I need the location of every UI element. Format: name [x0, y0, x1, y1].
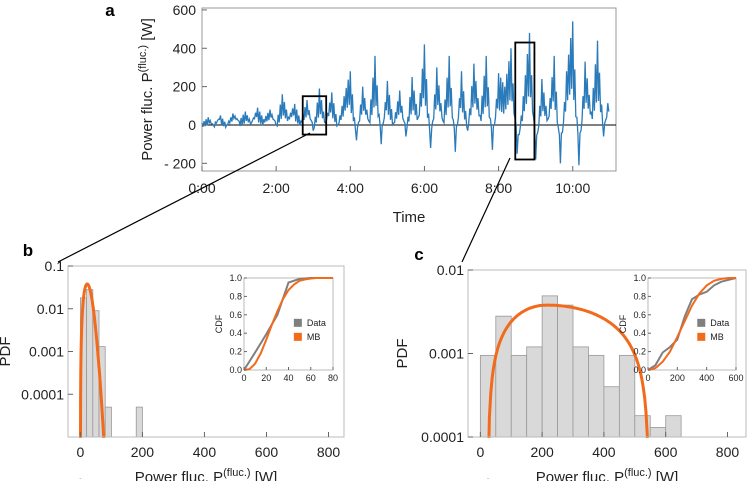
zoom-connector-b	[57, 132, 311, 263]
panel-c-bar-6	[572, 346, 589, 438]
panel-b-inset-ylabel: CDF	[214, 314, 224, 333]
panel-a-xtick-label-2: 4:00	[337, 180, 364, 196]
panel-c-inset-ytick-label-3: 0.6	[633, 310, 646, 320]
panel-c-xtick-label-0: 0	[476, 444, 484, 460]
panel-c-xtick-label-4: 800	[716, 444, 740, 460]
panel-b-bottom-mask	[67, 438, 345, 478]
panel-b-xtick-label-1: 200	[131, 444, 155, 460]
panel-c-bar-5	[557, 304, 574, 438]
zoom-box-1	[301, 95, 328, 136]
panel-c-inset-ytick-label-1: 0.2	[633, 347, 646, 357]
panel-c-inset-ytick-label-4: 0.8	[633, 291, 646, 301]
panel-c-inset-xtick-label-3: 600	[728, 373, 743, 383]
panel-b-inset-legend-swatch-1	[293, 332, 302, 341]
panel-c-ylabel: PDF	[394, 339, 411, 369]
panel-c-ytick-label-1: 0.001	[429, 346, 464, 362]
panel-c-inset-legend-swatch-0	[697, 318, 706, 327]
panel-b-ytick-label-3: 0.0001	[21, 386, 64, 402]
panel-b-inset-legend-label-1: MB	[307, 332, 321, 342]
panel-c-bar-12	[665, 415, 682, 438]
panel-b-inset-ytick-label-4: 0.8	[229, 291, 242, 301]
panel-b-xtick-label-3: 600	[255, 444, 279, 460]
panel-b-inset-xtick-label-1: 20	[261, 373, 271, 383]
panel-c-inset-legend-label-1: MB	[710, 332, 724, 342]
panel-a-xtick-label-1: 2:00	[263, 180, 290, 196]
panel-c-xtick-label-1: 200	[530, 444, 554, 460]
panel-a-ytick-label-1: 0	[188, 117, 196, 133]
panel-a-ytick-label-3: 400	[173, 40, 197, 56]
panel-c-inset-xtick-label-2: 400	[699, 373, 714, 383]
panel-c-inset-data-line	[647, 277, 737, 371]
panel-b-inset-xtick-label-0: 0	[241, 373, 246, 383]
panel-c-inset-ytick-label-5: 1.0	[633, 273, 646, 283]
panel-c-inset-ytick-label-0: 0.0	[633, 365, 646, 375]
panel-c-bar-8	[603, 386, 620, 438]
panel-b-inset-mb-line	[243, 277, 333, 371]
panel-c-ytick-label-0: 0.01	[437, 262, 464, 278]
panel-c-inset-legend-swatch-1	[697, 332, 706, 341]
panel-b-inset-ytick-label-0: 0.0	[229, 365, 242, 375]
panel-a-ytick-label-4: 600	[173, 2, 197, 18]
panel-c-bar-3	[526, 346, 543, 438]
panel-b-ylabel: PDF	[0, 337, 14, 367]
panel-a-series-line	[201, 21, 610, 166]
panel-c-bottom-mask	[467, 438, 747, 478]
panel-c-inset-legend-label-0: Data	[710, 318, 729, 328]
panel-b-inset-legend-label-0: Data	[307, 318, 326, 328]
panel-b-fit-line	[78, 282, 107, 479]
panel-c-bar-11	[649, 427, 667, 438]
panel-b-xlabel: Power fluc. P(fluc.) [W]	[135, 467, 278, 481]
panel-c-ytick-label-2: 0.0001	[421, 429, 464, 445]
panel-c-xtick-label-2: 400	[592, 444, 616, 460]
panel-c-xlabel: Power fluc. P(fluc.) [W]	[536, 467, 679, 481]
panel-c-bar-9	[618, 354, 636, 438]
panel-b-bar-1	[86, 289, 94, 438]
panel-a-xtick-label-5: 10:00	[555, 180, 590, 196]
zoom-box-2	[514, 41, 536, 161]
panel-a-ytick-label-2: 200	[173, 79, 197, 95]
panel-b-inset-ytick-label-3: 0.6	[229, 310, 242, 320]
panel-b-inset-xtick-label-4: 80	[328, 373, 338, 383]
panel-b-xtick-label-4: 800	[317, 444, 341, 460]
panel-a-letter: a	[105, 1, 115, 20]
panel-b-inset-xtick-label-2: 40	[283, 373, 293, 383]
panel-c-fit-line	[486, 303, 651, 479]
panel-b-inset-legend-swatch-0	[293, 318, 302, 327]
panel-b-inset-ytick-label-5: 1.0	[229, 273, 242, 283]
panel-c-xtick-label-3: 600	[654, 444, 678, 460]
panel-b-letter: b	[23, 241, 33, 260]
panel-a-ytick-label-0: - 200	[164, 155, 196, 171]
panel-a-frame	[201, 7, 617, 172]
panel-c-bar-2	[510, 354, 528, 438]
panel-b-xtick-label-0: 0	[77, 444, 85, 460]
panel-b-bar-4	[104, 406, 112, 438]
panel-b-inset-xtick-label-3: 60	[306, 373, 316, 383]
panel-c-inset-ytick-label-2: 0.4	[633, 328, 646, 338]
panel-b-inset-ytick-label-1: 0.2	[229, 347, 242, 357]
panel-c-inset-mb-line	[647, 277, 736, 371]
panel-c-bar-4	[541, 295, 558, 438]
panel-b-inset-frame	[243, 277, 334, 371]
panel-a-xtick-label-4: 8:00	[485, 180, 512, 196]
panel-b-inset-ytick-label-2: 0.4	[229, 328, 242, 338]
panel-b-xtick-label-2: 400	[193, 444, 217, 460]
zoom-connector-c	[461, 157, 511, 263]
panel-c-bar-7	[588, 354, 605, 438]
panel-c-inset-frame	[647, 277, 737, 371]
panel-b-ytick-label-1: 0.01	[37, 301, 64, 317]
panel-c-inset-xtick-label-0: 0	[645, 373, 650, 383]
panel-b-ytick-label-2: 0.001	[29, 344, 64, 360]
panel-a-xlabel: Time	[393, 209, 426, 226]
panel-c-inset-ylabel: CDF	[618, 314, 628, 333]
panel-b-bar-5	[135, 406, 143, 438]
panel-a-ylabel: Power fluc. P(fluc.) [W]	[137, 18, 156, 161]
panel-c-letter: c	[414, 245, 423, 264]
panel-c-inset-xtick-label-1: 200	[670, 373, 685, 383]
panel-a-xtick-label-3: 6:00	[411, 180, 438, 196]
